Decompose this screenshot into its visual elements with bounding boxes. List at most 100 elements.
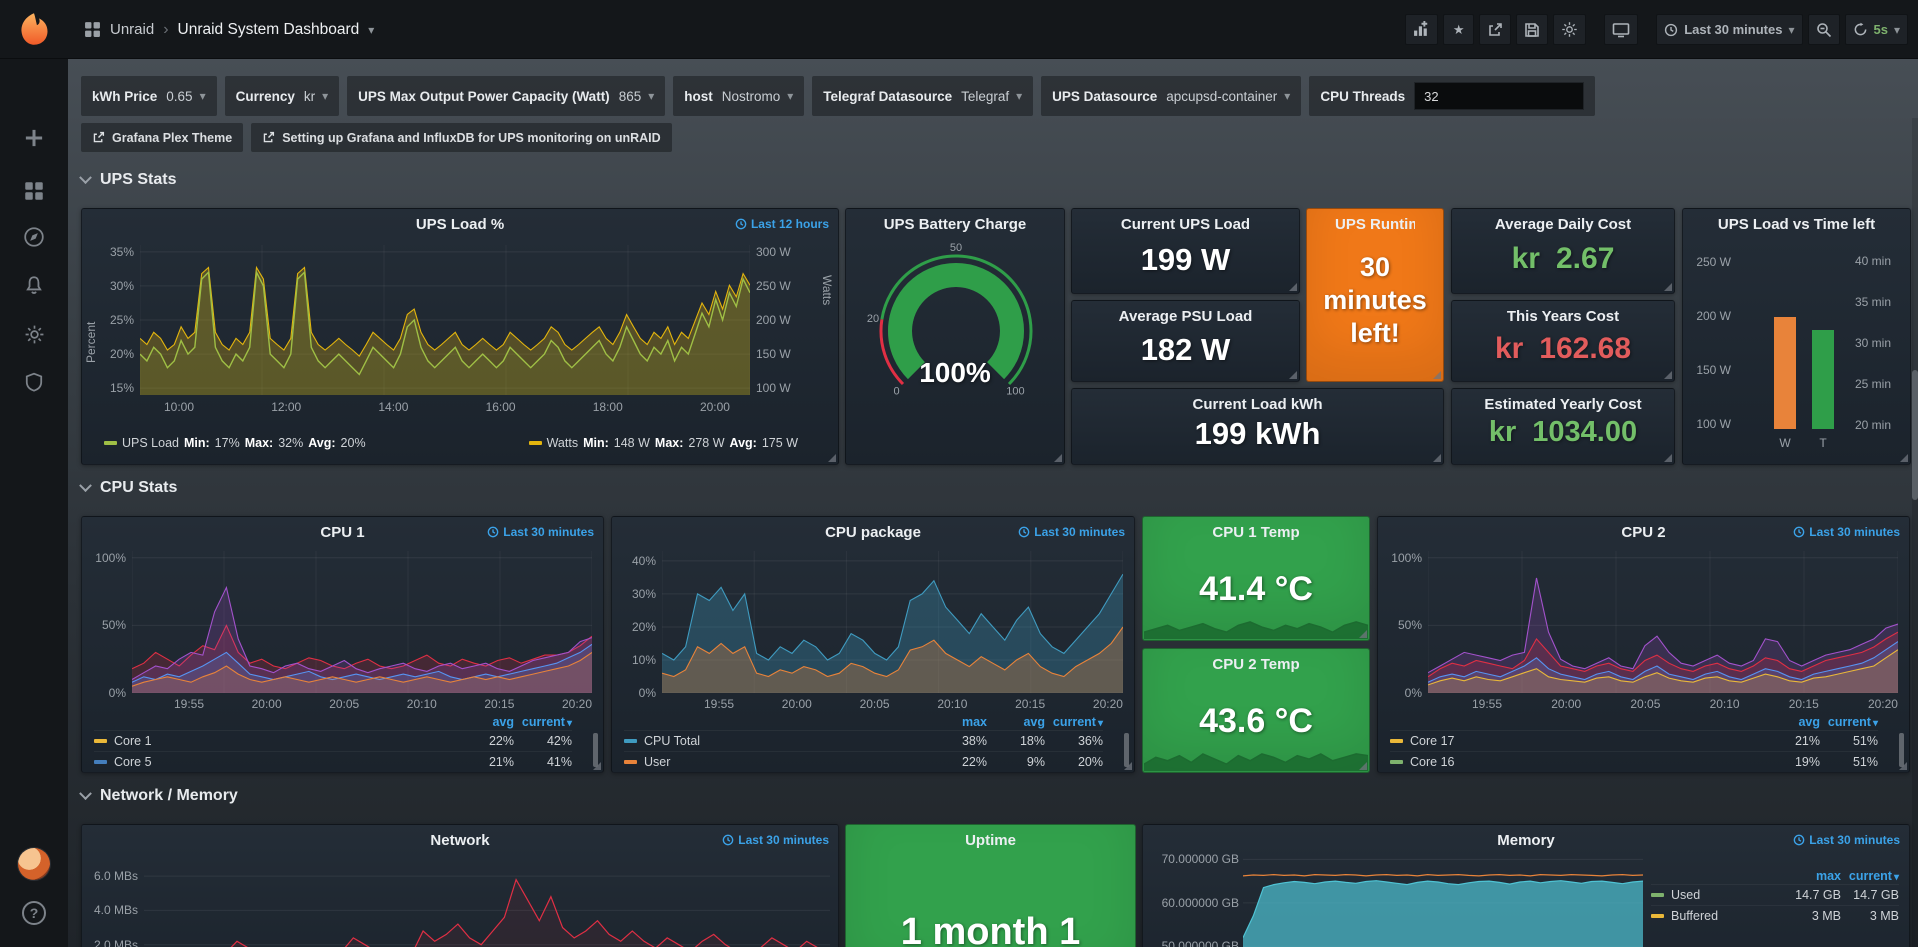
panel-title[interactable]: Average PSU Load [1118,308,1253,325]
time-range-picker-button[interactable]: Last 30 minutes ▾ [1656,14,1803,45]
clock-icon [1018,526,1030,538]
panel-resize-handle[interactable] [1359,630,1367,638]
breadcrumb-separator: › [163,20,169,38]
panel-resize-handle[interactable] [1359,762,1367,770]
cpu-package-chart[interactable] [662,551,1123,693]
link-ups-monitoring-guide[interactable]: Setting up Grafana and InfluxDB for UPS … [251,123,672,152]
panel-resize-handle[interactable] [593,762,601,770]
grafana-logo[interactable] [16,11,52,47]
panel-legend[interactable]: max current ▾ Used 14.7 GB 14.7 GB Buffered 3 M… [1651,867,1899,926]
dashboard-scrollbar[interactable] [1912,118,1918,947]
panel-legend[interactable]: avg current ▾ Core 1 22% 42% Core 5 21% 41% [94,713,572,772]
panel-title[interactable]: CPU 1 [320,524,365,541]
tv-kiosk-mode-button[interactable] [1604,14,1639,45]
panel-average-psu-load: Average PSU Load 182 W [1071,300,1300,382]
link-grafana-plex-theme[interactable]: Grafana Plex Theme [81,123,244,152]
cpu-threads-input[interactable]: 32 [1414,82,1585,110]
svg-text:50: 50 [950,243,962,254]
breadcrumb-dashboard-title[interactable]: Unraid System Dashboard [177,20,360,38]
panel-title[interactable]: Estimated Yearly Cost [1484,396,1642,413]
network-chart[interactable] [144,859,830,947]
breadcrumb-app[interactable]: Unraid [110,21,155,38]
x-axis-ticks: 19:55 20:00 20:05 20:10 20:15 20:20 [1472,697,1898,711]
stat-value: 182 W [1140,332,1231,367]
scrollbar-thumb[interactable] [1912,370,1918,500]
sidebar-alerting-button[interactable] [0,263,68,307]
external-link-icon [263,131,275,143]
svg-text:20: 20 [867,313,879,325]
panel-title[interactable]: CPU 1 Temp [1212,524,1300,541]
cpu-1-chart[interactable] [132,551,592,693]
sidebar-configuration-button[interactable] [0,312,68,356]
panel-title[interactable]: UPS Battery Charge [883,216,1027,233]
panel-title[interactable]: UPS Load % [415,216,505,233]
variable-telegraf-datasource[interactable]: Telegraf Datasource Telegraf ▾ [812,76,1034,116]
panel-resize-handle[interactable] [1664,454,1672,462]
variable-ups-datasource[interactable]: UPS Datasource apcupsd-container ▾ [1041,76,1302,116]
chevron-down-icon [79,786,92,800]
sidebar-user-profile-button[interactable] [0,842,68,886]
sidebar-server-admin-button[interactable] [0,360,68,404]
panel-resize-handle[interactable] [1124,762,1132,770]
panel-title[interactable]: UPS Load vs Time left [1717,216,1876,233]
variable-cpu-threads: CPU Threads 32 [1309,76,1596,116]
panel-title[interactable]: Current UPS Load [1120,216,1251,233]
panel-legend[interactable]: UPS Load Min: 17% Max: 32% Avg: 20% Watts… [104,436,798,450]
share-dashboard-button[interactable] [1479,14,1512,45]
panel-title[interactable]: This Years Cost [1506,308,1620,325]
sidebar-dashboards-button[interactable] [0,169,68,213]
panel-title[interactable]: CPU 2 Temp [1212,656,1300,673]
sidebar-help-button[interactable]: ? [0,891,68,935]
variable-ups-max-output[interactable]: UPS Max Output Power Capacity (Watt) 865… [347,76,666,116]
cpu-2-chart[interactable] [1428,551,1898,693]
panel-resize-handle[interactable] [1433,371,1441,379]
panel-title[interactable]: UPS Runtime [1335,216,1415,233]
dashboard-title-caret-icon[interactable]: ▾ [368,22,375,37]
panel-resize-handle[interactable] [1289,371,1297,379]
dashboards-grid-icon[interactable] [84,21,101,38]
currency-symbol: kr [1494,332,1524,365]
chevron-down-icon: ▾ [199,89,206,103]
panel-resize-handle[interactable] [1899,762,1907,770]
cpu-1-temp-sparkline [1144,615,1368,639]
sidebar-create-button[interactable] [0,116,68,160]
panel-title[interactable]: Current Load kWh [1192,396,1323,413]
panel-memory: Memory Last 30 minutes 70.000000 GB 60.00… [1142,824,1910,947]
panel-resize-handle[interactable] [1664,283,1672,291]
legend-scrollbar[interactable] [1124,733,1129,767]
variable-kwh-price[interactable]: kWh Price 0.65 ▾ [81,76,217,116]
row-header-cpu-stats[interactable]: CPU Stats [79,478,177,497]
panel-resize-handle[interactable] [828,454,836,462]
row-header-network-memory[interactable]: Network / Memory [79,786,238,805]
refresh-interval-button[interactable]: 5s ▾ [1844,14,1908,45]
ups-load-chart[interactable] [140,245,750,395]
legend-scrollbar[interactable] [1899,733,1904,767]
row-header-ups-stats[interactable]: UPS Stats [79,170,176,189]
dashboard-settings-button[interactable] [1553,14,1587,45]
panel-title[interactable]: CPU 2 [1621,524,1666,541]
variable-host[interactable]: host Nostromo ▾ [673,76,805,116]
panel-title[interactable]: Memory [1497,832,1555,849]
panel-resize-handle[interactable] [1433,454,1441,462]
add-panel-button[interactable] [1405,14,1439,45]
panel-legend[interactable]: avg current ▾ Core 17 21% 51% Core 16 19% 51% [1390,713,1878,772]
panel-resize-handle[interactable] [1289,283,1297,291]
legend-scrollbar[interactable] [593,733,598,767]
variable-currency[interactable]: Currency kr ▾ [224,76,340,116]
panel-legend[interactable]: max avg current ▾ CPU Total 38% 18% 36% User 22% 9… [624,713,1103,772]
panel-title[interactable]: Network [430,832,490,849]
zoom-out-time-range-button[interactable] [1807,14,1840,45]
panel-resize-handle[interactable] [1664,371,1672,379]
panel-resize-handle[interactable] [1900,454,1908,462]
panel-title[interactable]: Uptime [965,832,1016,849]
panel-title[interactable]: CPU package [825,524,921,541]
x-axis-ticks: 19:55 20:00 20:05 20:10 20:15 20:20 [704,697,1123,711]
memory-chart[interactable] [1243,855,1643,947]
panel-cpu-1-temp: CPU 1 Temp 41.4 °C [1142,516,1370,641]
save-dashboard-button[interactable] [1516,14,1549,45]
sidebar-explore-button[interactable] [0,215,68,259]
panel-resize-handle[interactable] [1054,454,1062,462]
panel-title[interactable]: Average Daily Cost [1494,216,1632,233]
panel-uptime: Uptime 1 month 1 [845,824,1136,947]
star-dashboard-button[interactable]: ★ [1443,14,1475,45]
